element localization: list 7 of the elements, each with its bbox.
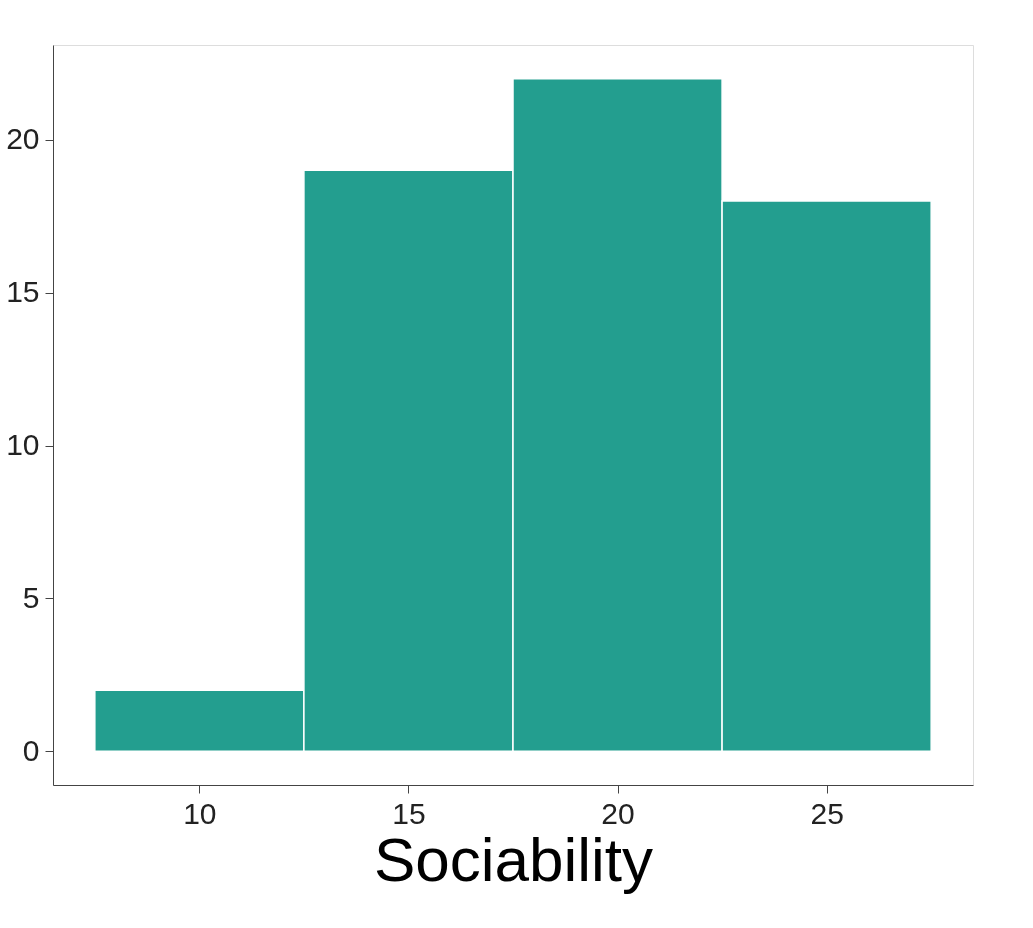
y-tick-label: 0	[22, 733, 40, 767]
y-tick-label: 15	[6, 275, 40, 309]
x-tick-label: 10	[183, 796, 217, 830]
y-tick-label: 5	[22, 580, 40, 614]
y-tick-label: 20	[6, 122, 40, 156]
y-tick-label: 10	[6, 428, 40, 462]
x-tick-label: 25	[810, 796, 844, 830]
